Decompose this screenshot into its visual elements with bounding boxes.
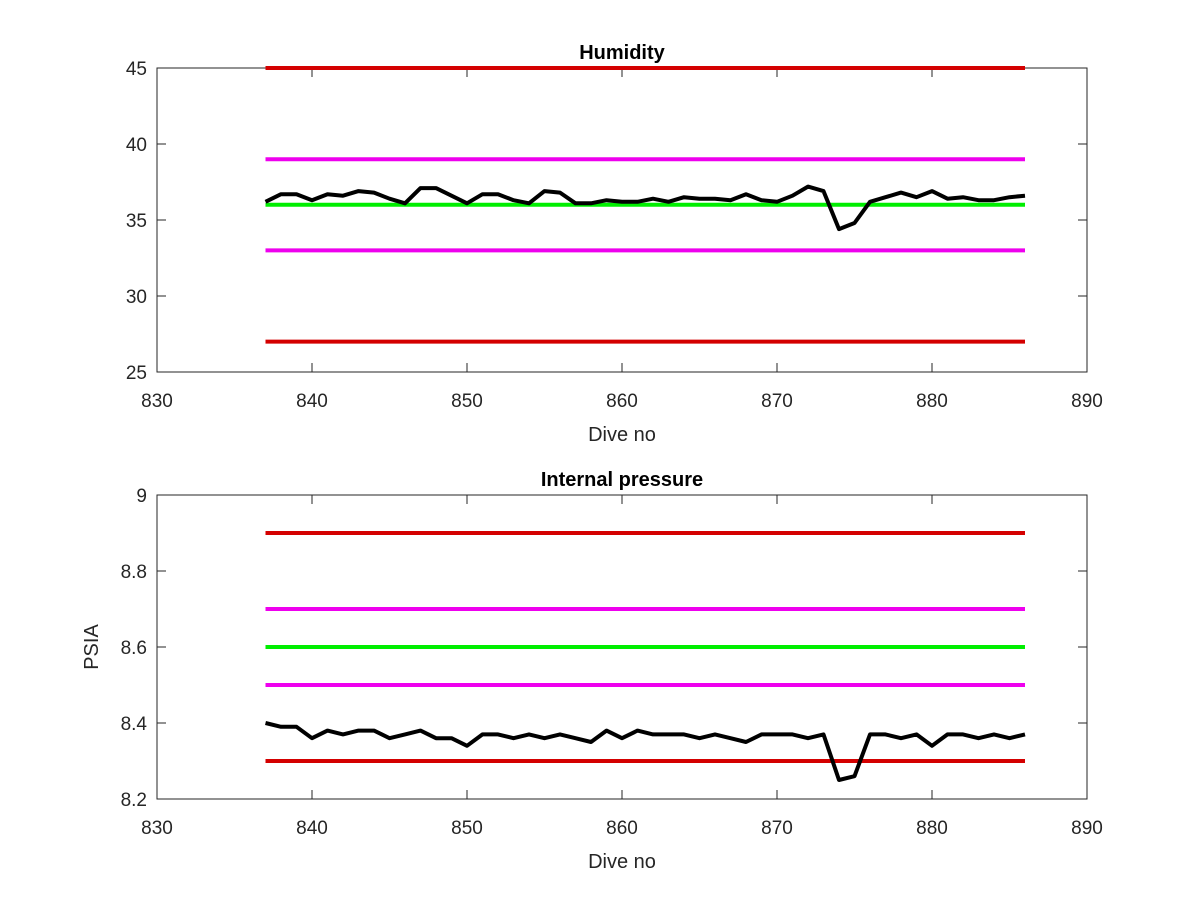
y-tick-label: 35	[126, 211, 147, 232]
x-tick-label: 880	[916, 391, 948, 412]
measurement-line-6	[264, 184, 1026, 232]
x-tick-label: 880	[916, 818, 948, 839]
x-tick-label: 860	[606, 818, 638, 839]
axes-box	[156, 67, 1088, 373]
plot-title: Internal pressure	[541, 469, 703, 491]
y-tick-label: 8.6	[121, 638, 147, 659]
subplot-2: 830 840 850 860 870 880 890 8.2 8.4 8.6 8.8 9 Intern…	[81, 469, 1103, 873]
y-tick-label: 30	[126, 287, 147, 308]
y-tick-label: 40	[126, 135, 147, 156]
plot-title: Humidity	[579, 42, 665, 64]
x-tick-label: 840	[296, 391, 328, 412]
y-tick-label: 8.2	[121, 790, 147, 811]
y-tick-label: 25	[126, 363, 147, 384]
x-axis-label: Dive no	[588, 851, 656, 873]
x-tick-label: 850	[451, 818, 483, 839]
x-tick-label: 890	[1071, 391, 1103, 412]
x-axis-label: Dive no	[588, 424, 656, 446]
x-tick-label: 870	[761, 818, 793, 839]
subplot-1: 830 840 850 860 870 880 890 25 30 35 40 45 Humidity D…	[126, 42, 1103, 446]
y-tick-label: 45	[126, 59, 147, 80]
x-tick-label: 830	[141, 818, 173, 839]
x-tick-label: 890	[1071, 818, 1103, 839]
x-tick-label: 860	[606, 391, 638, 412]
y-tick-label: 8.8	[121, 562, 147, 583]
x-tick-label: 840	[296, 818, 328, 839]
measurement-line-6	[265, 721, 1026, 782]
y-tick-label: 8.4	[121, 714, 148, 735]
x-tick-label: 850	[451, 391, 483, 412]
plots-layer: 830 840 850 860 870 880 890 25 30 35 40 45 Humidity D…	[81, 42, 1103, 873]
x-tick-label: 830	[141, 391, 173, 412]
y-tick-label: 9	[136, 486, 147, 507]
x-tick-label: 870	[761, 391, 793, 412]
y-axis-label: PSIA	[81, 624, 103, 670]
